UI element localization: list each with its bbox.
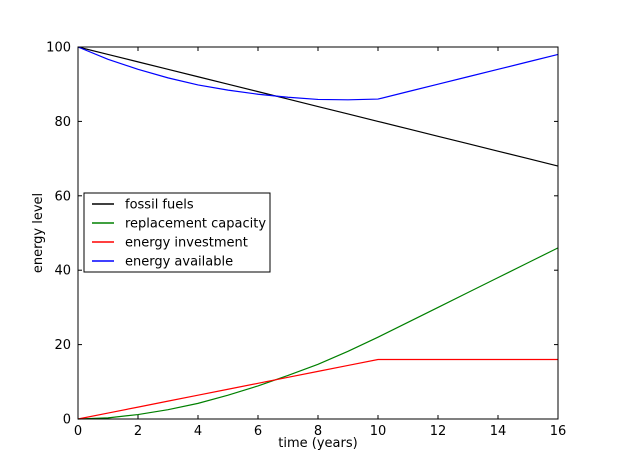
x-tick-label: 16 [550,424,567,439]
x-tick-label: 14 [490,424,507,439]
legend-label-2: replacement capacity [125,217,266,232]
x-tick-label: 12 [430,424,447,439]
series-line-3 [77,358,558,420]
series-layer [77,46,559,420]
x-tick-label: 4 [194,424,202,439]
x-tick-label: 6 [254,424,262,439]
y-tick-label: 100 [46,41,71,56]
x-tick-label: 10 [370,424,387,439]
y-tick-label: 80 [54,115,71,130]
x-tick-label: 0 [74,424,82,439]
legend: fossil fuels replacement capacity energy i… [83,192,271,273]
x-tick-label: 2 [134,424,142,439]
series-line-2 [77,247,559,420]
legend-label-4: energy available [125,255,233,270]
x-axis-label: time (years) [278,436,357,451]
y-tick-label: 60 [54,189,71,204]
series-line-1 [77,46,559,167]
y-tick-label: 0 [63,413,71,428]
series-line-4 [77,46,559,101]
x-tick-label: 8 [314,424,322,439]
ticks-layer: 0 2 4 6 8 10 12 14 16 0 20 40 60 80 100 [46,41,566,440]
y-axis-label: energy level [31,193,46,273]
legend-box [83,192,271,273]
y-tick-label: 20 [54,338,71,353]
y-tick-label: 40 [54,264,71,279]
legend-label-3: energy investment [125,236,248,251]
legend-label-1: fossil fuels [125,198,194,213]
